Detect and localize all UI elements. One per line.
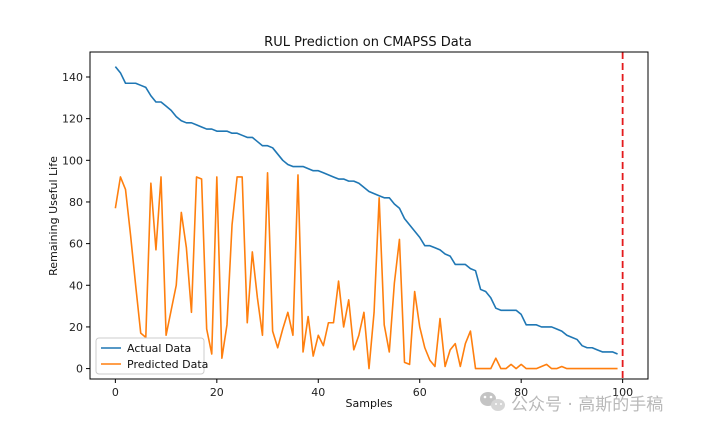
y-tick-label-60: 60 xyxy=(69,238,83,251)
axis-ticks: 0 20 40 60 80 100 0 20 40 60 80 100 120 140 xyxy=(62,71,633,399)
x-tick-label-100: 100 xyxy=(612,386,633,399)
wechat-icon xyxy=(480,392,505,411)
legend-label-actual: Actual Data xyxy=(127,342,191,355)
x-tick-label-60: 60 xyxy=(413,386,427,399)
data-marks xyxy=(114,52,624,379)
x-tick-label-0: 0 xyxy=(112,386,119,399)
x-tick-label-80: 80 xyxy=(514,386,528,399)
chart-title: RUL Prediction on CMAPSS Data xyxy=(264,35,472,50)
legend-label-predicted: Predicted Data xyxy=(127,358,208,371)
y-axis-title: Remaining Useful Life xyxy=(47,156,60,276)
legend: Actual Data Predicted Data xyxy=(95,337,208,375)
watermark-text: 公众号 · 高斯的手稿 xyxy=(511,395,663,415)
plot-frame xyxy=(89,51,649,380)
y-tick-label-120: 120 xyxy=(62,113,83,126)
y-tick-label-100: 100 xyxy=(62,154,83,167)
legend-box xyxy=(95,337,205,375)
y-tick-label-80: 80 xyxy=(69,196,83,209)
x-tick-label-40: 40 xyxy=(311,386,325,399)
series-line-actual-data xyxy=(114,66,618,355)
y-tick-label-0: 0 xyxy=(76,363,83,376)
y-tick-label-20: 20 xyxy=(69,321,83,334)
y-tick-label-140: 140 xyxy=(62,71,83,84)
x-tick-label-20: 20 xyxy=(210,386,224,399)
y-tick-label-40: 40 xyxy=(69,279,83,292)
watermark: 公众号 · 高斯的手稿 xyxy=(480,392,663,415)
series-line-predicted-data xyxy=(114,172,618,370)
x-axis-title: Samples xyxy=(346,397,393,410)
